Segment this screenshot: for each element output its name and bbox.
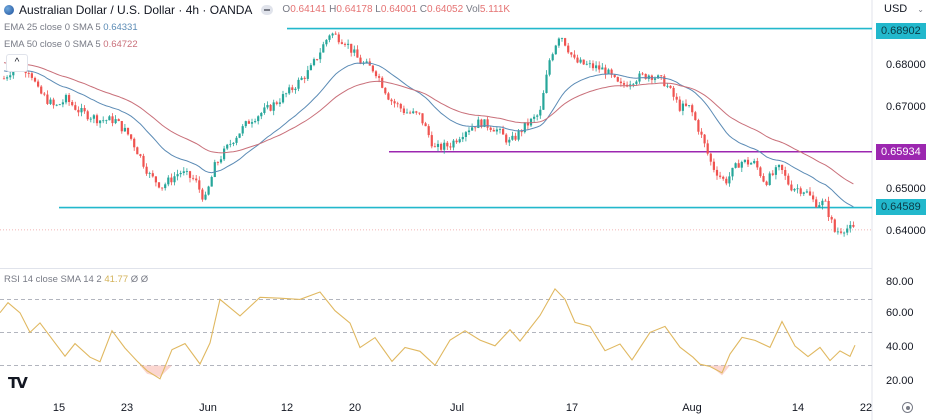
chart-legend: Australian Dollar / U.S. Dollar · 4h · O… [4,3,510,52]
time-tick-label: Aug [682,402,702,414]
close-value: 0.64052 [427,4,464,15]
low-label: L [375,4,381,15]
symbol-logo-icon [4,5,14,15]
indicator-ema25[interactable]: EMA 25 close 0 SMA 5 0.64331 [4,21,510,35]
time-tick-label: 15 [52,402,66,414]
time-tick-label: Jul [449,402,465,414]
price-tick-label: 0.65000 [886,183,926,195]
rsi-tick-label: 80.00 [886,276,914,288]
rsi-extra: Ø Ø [130,274,149,285]
time-tick-label: 22 [859,402,873,414]
currency-label: USD [884,3,908,15]
open-value: 0.64141 [290,4,327,15]
price-level-tag: 0.65934 [876,144,926,160]
low-value: 0.64001 [380,4,418,15]
high-label: H [329,4,337,15]
time-tick-label: Jun [199,402,217,414]
rsi-label: RSI 14 close SMA 14 2 [4,274,102,285]
minus-icon[interactable] [261,5,274,15]
rsi-tick-label: 40.00 [886,341,914,353]
price-level-tag: 0.68902 [876,23,926,39]
symbol-title[interactable]: Australian Dollar / U.S. Dollar · 4h · O… [19,3,253,17]
high-value: 0.64178 [336,4,373,15]
rsi-tick-label: 60.00 [886,307,914,319]
ema50-value: 0.64722 [103,39,138,50]
price-tick-label: 0.64000 [886,225,926,237]
pane-divider[interactable] [0,268,872,269]
price-tick-label: 0.68000 [886,59,926,71]
settings-gear-icon[interactable] [902,402,913,413]
currency-selector[interactable]: USD ⌄ [884,3,924,17]
time-tick-label: 23 [120,402,134,414]
collapse-legend-button[interactable]: ^ [6,54,28,72]
time-tick-label: 20 [348,402,362,414]
indicator-ema50[interactable]: EMA 50 close 0 SMA 5 0.64722 [4,38,510,52]
rsi-value: 41.77 [104,274,129,285]
close-label: C [419,4,428,15]
open-label: O [282,4,291,15]
rsi-tick-label: 20.00 [886,375,914,387]
price-tick-label: 0.67000 [886,101,926,113]
rsi-legend[interactable]: RSI 14 close SMA 14 2 41.77 Ø Ø [4,274,148,285]
time-tick-label: 17 [565,402,579,414]
price-level-tag: 0.64589 [876,199,926,215]
time-tick-label: 14 [791,402,805,414]
tradingview-logo[interactable]: TV [8,374,28,392]
ohlc-values: O0.64141 H0.64178 L0.64001 C0.64052 Vol5… [282,3,510,17]
ema25-label: EMA 25 close 0 SMA 5 [4,22,101,33]
chevron-down-icon: ⌄ [917,5,924,14]
ema50-label: EMA 50 close 0 SMA 5 [4,39,101,50]
ema25-value: 0.64331 [103,22,138,33]
time-tick-label: 12 [280,402,294,414]
volume-value: 5.111K [479,4,511,15]
volume-label: Vol [465,4,480,15]
